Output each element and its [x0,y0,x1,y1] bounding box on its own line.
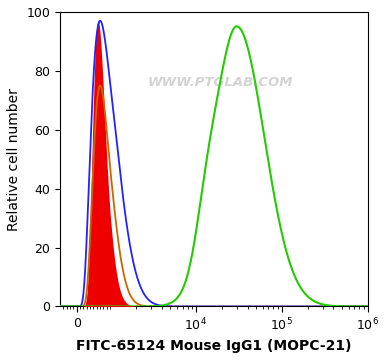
X-axis label: FITC-65124 Mouse IgG1 (MOPC-21): FITC-65124 Mouse IgG1 (MOPC-21) [76,339,352,353]
Y-axis label: Relative cell number: Relative cell number [7,88,21,231]
Text: WWW.PTGLAB.COM: WWW.PTGLAB.COM [147,76,293,89]
